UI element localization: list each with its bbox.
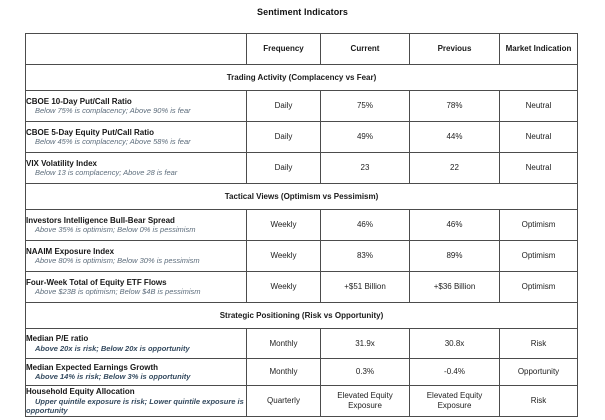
column-header-market-indication: Market Indication: [499, 33, 578, 65]
indicator-name: Household Equity Allocation: [26, 387, 135, 397]
cell-current: 75%: [320, 90, 410, 122]
table-row-median-pe-ratio: Median P/E ratio Above 20x is risk; Belo…: [25, 328, 578, 359]
cell-current: 46%: [320, 209, 410, 241]
cell-previous: +$36 Billion: [409, 271, 500, 303]
cell-current: Elevated Equity Exposure: [320, 385, 410, 417]
cell-market-indication: Opportunity: [499, 358, 578, 386]
cell-frequency: Daily: [246, 121, 321, 153]
indicator-threshold-note: Below 13 is complacency; Above 28 is fea…: [35, 168, 178, 178]
cell-frequency: Weekly: [246, 240, 321, 272]
indicator-name: Four-Week Total of Equity ETF Flows: [26, 277, 167, 287]
table-row-equity-etf-flows: Four-Week Total of Equity ETF Flows Abov…: [25, 271, 578, 303]
indicator-threshold-note: Above 20x is risk; Below 20x is opportun…: [35, 343, 190, 353]
indicator-name: Median Expected Earnings Growth: [26, 362, 159, 372]
indicator-name: Median P/E ratio: [26, 334, 89, 344]
indicator-threshold-note: Below 75% is complacency; Above 90% is f…: [35, 106, 191, 116]
cell-current: +$51 Billion: [320, 271, 410, 303]
column-header-indicator: [25, 33, 247, 65]
cell-previous: 46%: [409, 209, 500, 241]
table-row-vix-volatility-index: VIX Volatility Index Below 13 is complac…: [25, 152, 578, 184]
indicator-name: CBOE 5-Day Equity Put/Call Ratio: [26, 127, 155, 137]
section-header-tactical-views: Tactical Views (Optimism vs Pessimism): [25, 183, 578, 210]
indicator-threshold-note: Above $23B is optimism; Below $4B is pes…: [35, 287, 201, 297]
indicator-threshold-note: Above 14% is risk; Below 3% is opportuni…: [35, 372, 191, 382]
table-row-cboe-10-day-put-call: CBOE 10-Day Put/Call Ratio Below 75% is …: [25, 90, 578, 122]
cell-market-indication: Optimism: [499, 240, 578, 272]
section-header-row: Trading Activity (Complacency vs Fear): [25, 64, 578, 91]
sentiment-indicators-table: Frequency Current Previous Market Indica…: [25, 33, 578, 417]
indicator-threshold-note: Above 80% is optimism; Below 30% is pess…: [35, 256, 200, 266]
table-row-household-equity-allocation: Household Equity Allocation Upper quinti…: [25, 385, 578, 417]
cell-market-indication: Neutral: [499, 90, 578, 122]
cell-previous: 89%: [409, 240, 500, 272]
table-row-investors-intelligence-spread: Investors Intelligence Bull-Bear Spread …: [25, 209, 578, 241]
indicator-name: Investors Intelligence Bull-Bear Spread: [26, 215, 175, 225]
cell-frequency: Quarterly: [246, 385, 321, 417]
indicator-threshold-note: Below 45% is complacency; Above 58% is f…: [35, 137, 191, 147]
section-header-row: Strategic Positioning (Risk vs Opportuni…: [25, 302, 578, 329]
column-header-row: Frequency Current Previous Market Indica…: [25, 33, 578, 65]
section-header-trading-activity: Trading Activity (Complacency vs Fear): [25, 64, 578, 91]
cell-current: 0.3%: [320, 358, 410, 386]
cell-previous: 44%: [409, 121, 500, 153]
indicator-name: NAAIM Exposure Index: [26, 246, 115, 256]
cell-market-indication: Risk: [499, 385, 578, 417]
column-header-current: Current: [320, 33, 410, 65]
indicator-name: CBOE 10-Day Put/Call Ratio: [26, 96, 132, 106]
cell-previous: 22: [409, 152, 500, 184]
column-header-previous: Previous: [409, 33, 500, 65]
cell-current: 31.9x: [320, 328, 410, 359]
table-row-naaim-exposure-index: NAAIM Exposure Index Above 80% is optimi…: [25, 240, 578, 272]
page-title: Sentiment Indicators: [256, 7, 348, 17]
cell-frequency: Monthly: [246, 358, 321, 386]
cell-previous: -0.4%: [409, 358, 500, 386]
cell-frequency: Daily: [246, 90, 321, 122]
cell-market-indication: Optimism: [499, 271, 578, 303]
cell-current: 23: [320, 152, 410, 184]
column-header-frequency: Frequency: [246, 33, 321, 65]
indicator-threshold-note: Above 35% is optimism; Below 0% is pessi…: [35, 225, 196, 235]
cell-frequency: Daily: [246, 152, 321, 184]
cell-previous: Elevated Equity Exposure: [409, 385, 500, 417]
cell-market-indication: Neutral: [499, 152, 578, 184]
indicator-name: VIX Volatility Index: [26, 158, 97, 168]
table-row-cboe-5-day-equity-put-call: CBOE 5-Day Equity Put/Call Ratio Below 4…: [25, 121, 578, 153]
cell-frequency: Weekly: [246, 271, 321, 303]
cell-market-indication: Neutral: [499, 121, 578, 153]
cell-market-indication: Risk: [499, 328, 578, 359]
cell-previous: 30.8x: [409, 328, 500, 359]
cell-market-indication: Optimism: [499, 209, 578, 241]
cell-frequency: Monthly: [246, 328, 321, 359]
section-header-strategic-positioning: Strategic Positioning (Risk vs Opportuni…: [25, 302, 578, 329]
table-row-median-expected-earnings-growth: Median Expected Earnings Growth Above 14…: [25, 358, 578, 386]
cell-current: 49%: [320, 121, 410, 153]
indicator-threshold-note: Upper quintile exposure is risk; Lower q…: [26, 396, 244, 415]
section-header-row: Tactical Views (Optimism vs Pessimism): [25, 183, 578, 210]
cell-current: 83%: [320, 240, 410, 272]
cell-frequency: Weekly: [246, 209, 321, 241]
cell-previous: 78%: [409, 90, 500, 122]
